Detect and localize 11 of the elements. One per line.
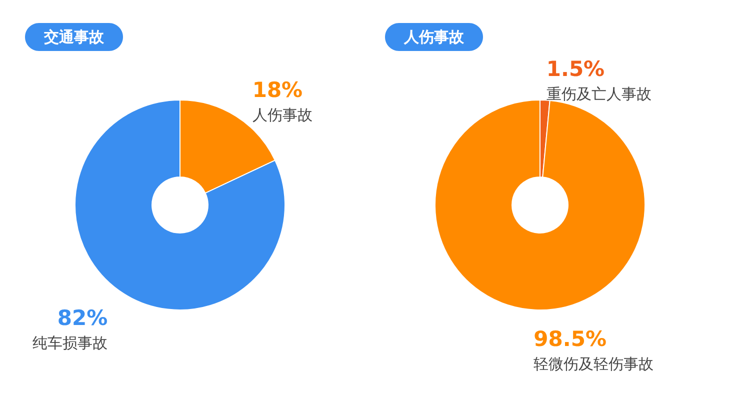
slice-label: 纯车损事故	[32, 334, 108, 352]
data-label: 98.5%	[534, 326, 606, 351]
data-label: 18%	[252, 78, 303, 102]
data-label: 82%	[57, 306, 108, 330]
chart-title: 人伤事故	[403, 28, 465, 46]
slice-label: 轻微伤及轻伤事故	[534, 354, 654, 373]
donut-slice	[434, 100, 646, 310]
slice-label: 重伤及亡人事故	[546, 85, 652, 104]
slice-label: 人伤事故	[252, 106, 312, 124]
chart-title: 交通事故	[43, 28, 105, 46]
data-label: 1.5%	[546, 57, 605, 82]
